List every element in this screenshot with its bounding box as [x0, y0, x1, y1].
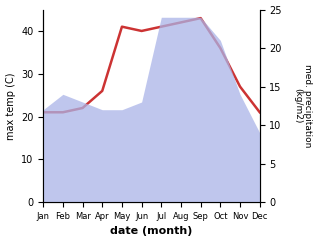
Y-axis label: max temp (C): max temp (C) [5, 72, 16, 140]
X-axis label: date (month): date (month) [110, 227, 193, 236]
Y-axis label: med. precipitation
(kg/m2): med. precipitation (kg/m2) [293, 64, 313, 148]
